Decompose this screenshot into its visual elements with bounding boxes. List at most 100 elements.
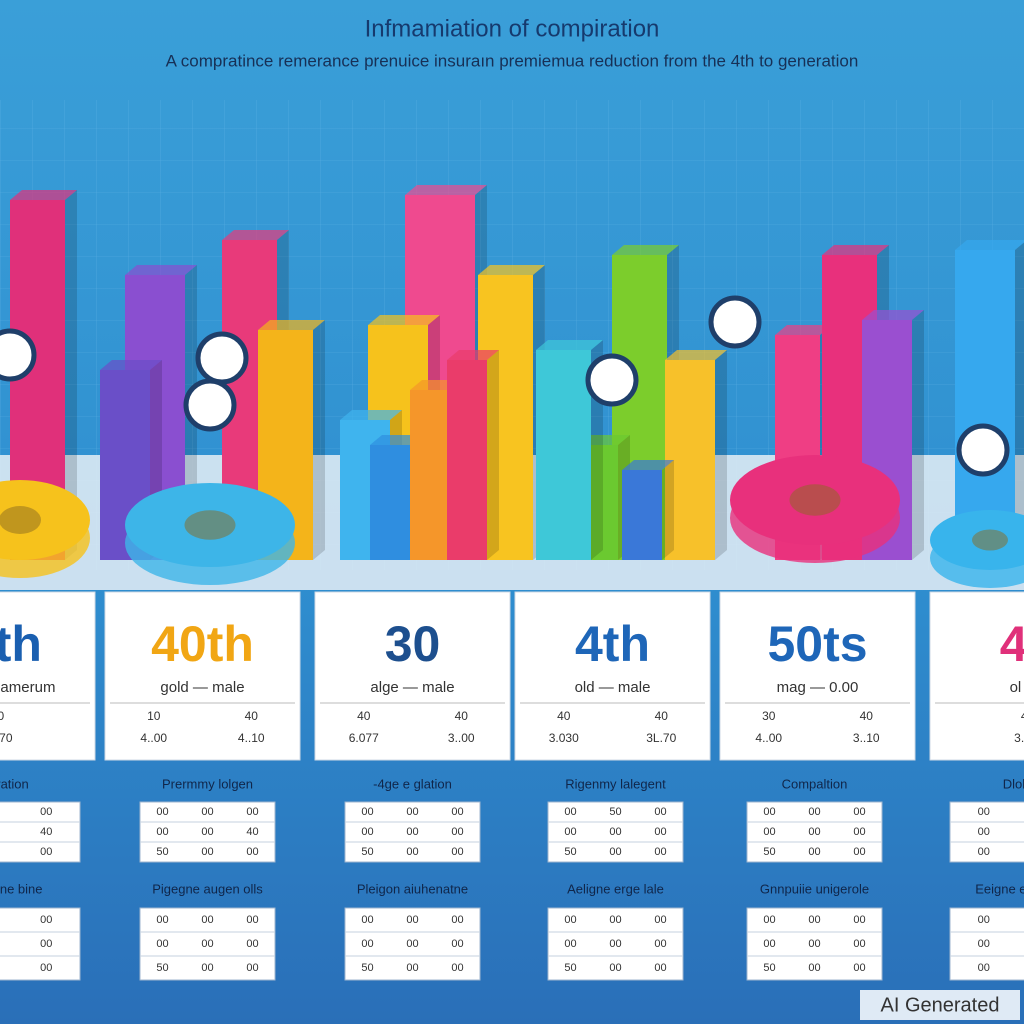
section-cell: 00: [808, 914, 820, 926]
section-cell: 00: [246, 846, 258, 858]
section-cell: 00: [808, 938, 820, 950]
panel-caption: nunniale amerum: [0, 679, 55, 696]
deco-bar-top: [340, 410, 402, 420]
deco-bar: [536, 350, 591, 560]
panel-heading: 1 th: [0, 616, 42, 672]
section-cell: 00: [609, 962, 621, 974]
deco-bar-side: [662, 460, 674, 560]
deco-bar: [622, 470, 662, 560]
section-cell: 00: [361, 826, 373, 838]
deco-bar-top: [447, 350, 499, 360]
deco-bar-side: [912, 310, 924, 560]
section-cell: 00: [853, 914, 865, 926]
section-cell: 00: [40, 846, 52, 858]
section-label: Prermmy lolgen: [162, 776, 253, 791]
panel-caption: ol lne: [1010, 679, 1024, 696]
deco-bar-top: [822, 245, 889, 255]
section-cell: 50: [156, 846, 168, 858]
section-cell: 00: [246, 914, 258, 926]
section-cell: 50: [609, 806, 621, 818]
deco-lens: [956, 423, 1010, 477]
section-cell: 00: [564, 826, 576, 838]
section-cell: 00: [564, 938, 576, 950]
section-cell: 00: [609, 938, 621, 950]
watermark-box: [860, 990, 1020, 1020]
deco-bar-top: [612, 245, 679, 255]
deco-ring: [0, 480, 90, 560]
deco-lens: [0, 328, 37, 382]
panel-cell: 3.030: [549, 731, 579, 745]
deco-bar-top: [955, 240, 1024, 250]
panel-caption: alge — male: [370, 679, 454, 696]
deco-bar-top: [862, 310, 924, 320]
panel-cell: 3L.70: [0, 731, 13, 745]
section-cell: 00: [978, 914, 990, 926]
title: Infmamiation of compiration: [365, 15, 660, 42]
panel-card: [929, 591, 1024, 761]
section-cell: 00: [201, 826, 213, 838]
section-table: [547, 907, 684, 981]
panel-heading: 46: [1000, 616, 1024, 672]
section-cell: 00: [763, 914, 775, 926]
section-cell: 00: [156, 914, 168, 926]
section-cell: 00: [808, 806, 820, 818]
section-cell: 00: [451, 826, 463, 838]
panel-card: [719, 591, 916, 761]
section-cell: 00: [609, 846, 621, 858]
section-cell: 00: [361, 914, 373, 926]
section-cell: 00: [201, 914, 213, 926]
section-cell: 00: [978, 938, 990, 950]
panel-heading: 30: [385, 616, 441, 672]
section-table: [0, 907, 81, 981]
panel-heading: 4th: [575, 616, 650, 672]
section-label: ration: [0, 776, 29, 791]
deco-bar: [955, 250, 1015, 560]
panel-cell: 40: [455, 709, 469, 723]
section-label: Eeigne ergebe: [975, 881, 1024, 896]
panel-card: [0, 591, 96, 761]
panel-cell: 3..17: [1014, 731, 1024, 745]
deco-bar: [370, 445, 410, 560]
deco-bar-side: [313, 320, 325, 560]
panel-card: [314, 591, 511, 761]
section-cell: 00: [201, 846, 213, 858]
deco-bar-top: [478, 265, 545, 275]
section-cell: 00: [763, 938, 775, 950]
subtitle: A compratince remerance prenuice insuraı…: [166, 51, 859, 70]
section-cell: 00: [451, 914, 463, 926]
section-cell: 00: [978, 846, 990, 858]
section-cell: 00: [246, 938, 258, 950]
deco-bar-top: [622, 460, 674, 470]
section-table: [949, 801, 1024, 863]
section-cell: 00: [40, 962, 52, 974]
section-table: [746, 801, 883, 863]
section-cell: 00: [564, 914, 576, 926]
section-cell: 00: [406, 846, 418, 858]
panel-cell: 30: [762, 709, 776, 723]
panels: 1 th nunniale amerum 40 3L.70 40th gold — mal…: [0, 591, 1024, 761]
deco-bar-side: [65, 190, 77, 560]
deco-bar-top: [405, 185, 487, 195]
deco-bar: [478, 275, 533, 560]
section-cell: 00: [978, 806, 990, 818]
section-cell: 50: [763, 846, 775, 858]
section-table: [0, 801, 81, 863]
section-cell: 00: [201, 962, 213, 974]
section-table: [746, 907, 883, 981]
panel-cell: 40: [557, 709, 571, 723]
section-label: Gnnpuiie unigerole: [760, 881, 869, 896]
section-cell: 00: [201, 806, 213, 818]
panel-cell: 4..00: [140, 731, 167, 745]
deco-bar-top: [222, 230, 289, 240]
section-cell: 00: [654, 826, 666, 838]
section-cell: 00: [654, 962, 666, 974]
section-cell: 00: [156, 826, 168, 838]
section-label: gigne bine: [0, 881, 43, 896]
section-cell: 00: [451, 806, 463, 818]
panel-cell: 40: [860, 709, 874, 723]
section-cell: 00: [609, 914, 621, 926]
panel-card: [514, 591, 711, 761]
section-cell: 00: [654, 806, 666, 818]
section-cell: 40: [246, 826, 258, 838]
